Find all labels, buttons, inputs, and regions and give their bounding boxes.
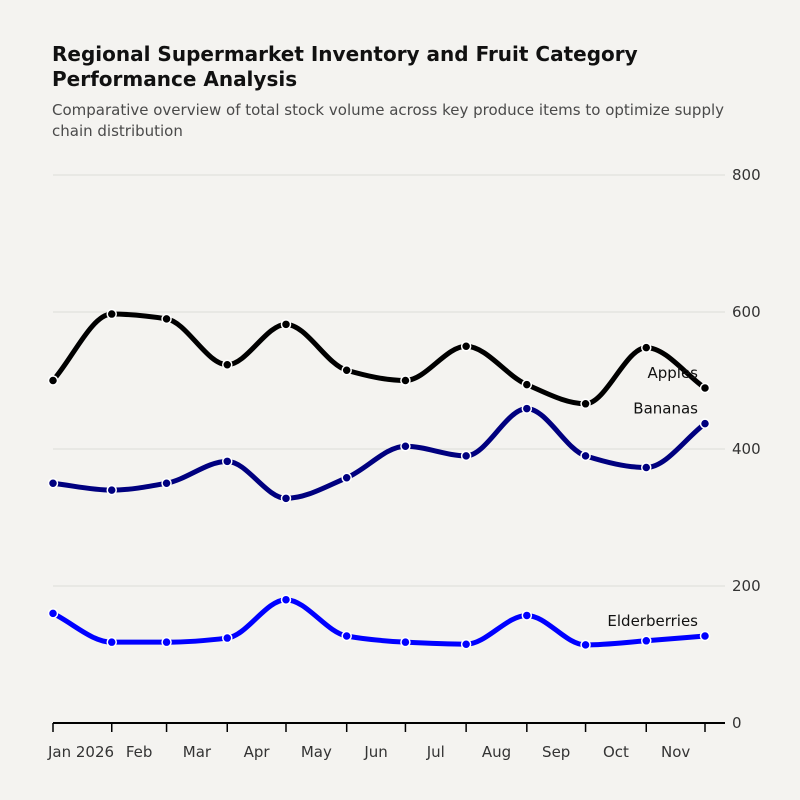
data-point-bananas [699,418,711,429]
chart-title: Regional Supermarket Inventory and Fruit… [52,42,638,91]
data-point-bananas [400,441,411,452]
data-point-apples [460,341,472,352]
data-point-bananas [47,478,59,489]
data-point-apples [521,379,533,390]
x-tick-label: Nov [661,743,690,761]
series-line-apples [50,311,708,407]
chart-subtitle: Comparative overview of total stock volu… [52,101,725,140]
data-point-apples [580,398,591,410]
data-point-elderberries [47,608,59,619]
data-point-elderberries [641,635,652,647]
data-point-apples [699,382,711,394]
x-tick-label: Feb [126,743,153,761]
y-tick-label: 0 [732,714,742,732]
data-point-elderberries [222,632,233,644]
data-point-bananas [280,493,292,504]
y-axis: 0 200 400 600 800 [732,166,761,732]
data-point-elderberries [580,639,591,651]
data-point-elderberries [460,638,472,650]
series-line-bananas [50,406,708,501]
series-label-elderberries: Elderberries [607,612,698,630]
data-point-bananas [580,450,591,462]
series-lines [50,311,708,648]
data-point-elderberries [341,630,352,642]
y-tick-label: 800 [732,166,761,184]
data-point-apples [641,342,652,353]
series-label-apples: Apples [647,364,698,382]
x-tick-label: Aug [482,743,511,761]
data-point-bananas [460,450,472,462]
data-point-bananas [641,462,652,473]
data-point-bananas [106,484,117,496]
data-point-elderberries [106,636,117,648]
x-tick-label: Oct [603,743,629,761]
x-tick-label: Sep [542,743,570,761]
series-points [47,308,711,651]
data-point-elderberries [400,636,411,648]
data-point-elderberries [280,594,292,605]
x-tick-label: Jul [426,743,445,761]
data-point-bananas [222,456,233,467]
data-point-apples [47,375,59,386]
y-tick-label: 600 [732,303,761,321]
x-tick-label: May [301,743,332,761]
data-point-bananas [161,478,172,489]
data-point-apples [400,375,411,386]
x-axis: Jan 2026 Feb Mar Apr May Jun Jul Aug Sep Oct Nov [47,722,725,761]
x-tick-label: Apr [244,743,271,761]
gridlines [53,174,725,587]
x-tick-label: Mar [183,743,212,761]
y-tick-label: 200 [732,577,761,595]
data-point-apples [106,308,117,320]
x-tick-label: Jun [363,743,387,761]
data-point-apples [161,313,172,325]
data-point-elderberries [161,636,172,648]
data-point-apples [280,319,292,330]
series-label-bananas: Bananas [633,400,698,418]
series-labels: Apples Bananas Elderberries [607,364,698,630]
data-point-bananas [521,403,533,414]
data-point-elderberries [699,630,711,642]
data-point-bananas [341,472,352,484]
data-point-apples [222,359,233,370]
data-point-elderberries [521,610,533,621]
x-tick-label: Jan 2026 [47,743,114,761]
data-point-apples [341,364,352,376]
y-tick-label: 400 [732,440,761,458]
